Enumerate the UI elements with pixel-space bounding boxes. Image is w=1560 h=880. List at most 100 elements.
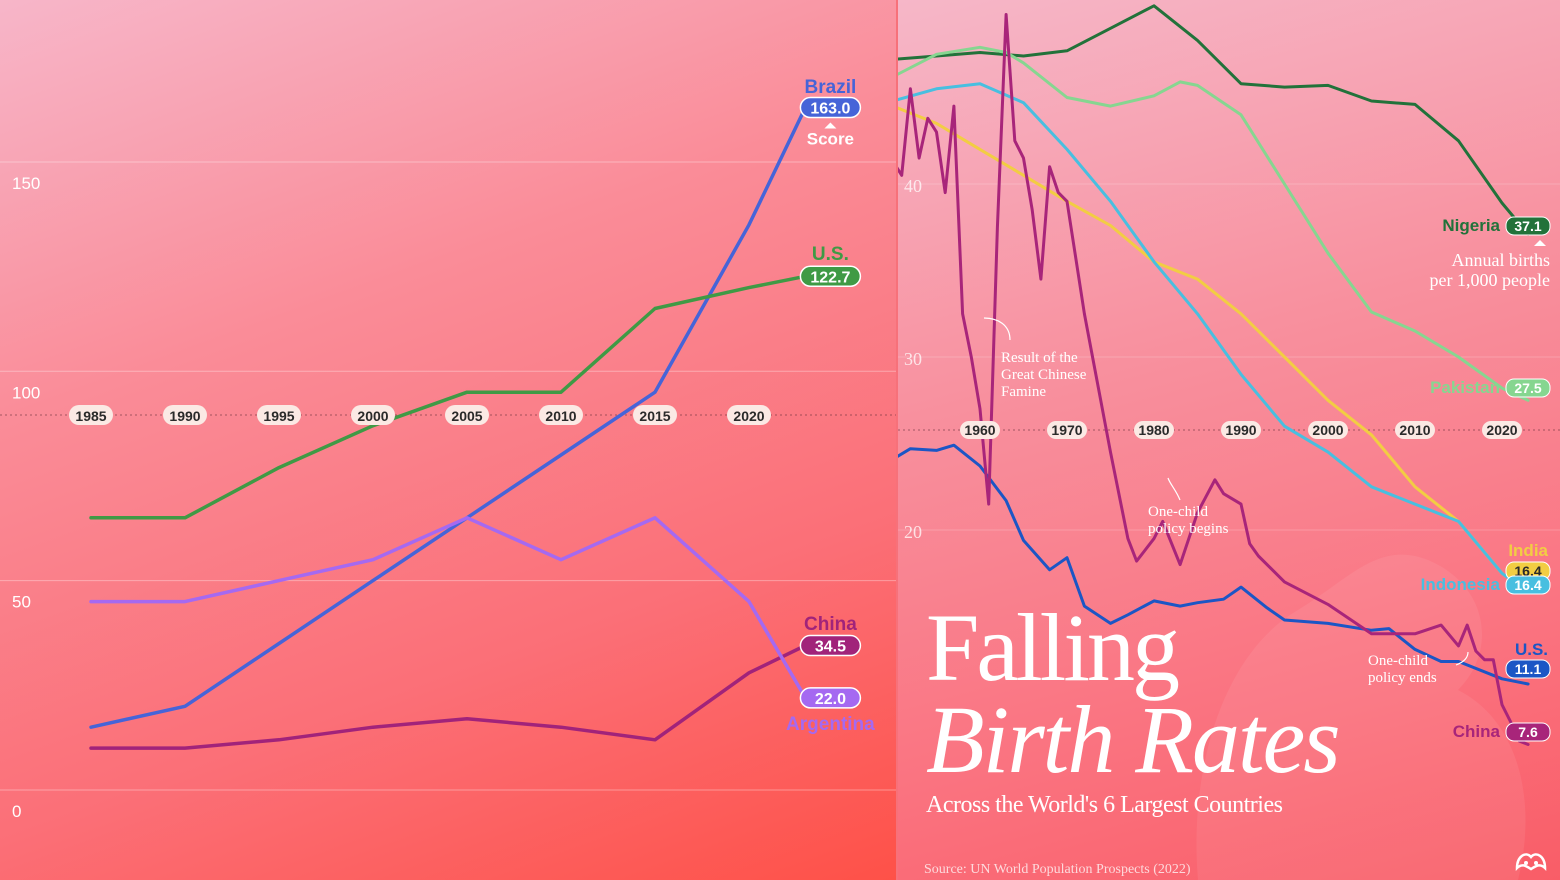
annotation-line: Result of the <box>1001 350 1078 366</box>
end-label-china: 34.5 China <box>799 614 862 657</box>
x-tick-label: 2020 <box>733 408 764 424</box>
x-tick-label: 2020 <box>1486 422 1517 438</box>
end-value: 27.5 <box>1514 380 1541 396</box>
x-tick-label: 2000 <box>357 408 388 424</box>
end-label-u-s: 11.1 U.S. <box>1505 640 1551 679</box>
end-value: 122.7 <box>810 269 850 286</box>
y-tick-label: 100 <box>12 383 40 402</box>
end-label-brazil: 163.0 Brazil Score <box>799 77 862 149</box>
series-name: Nigeria <box>1442 216 1500 235</box>
x-tick-1990: 1990 <box>1221 421 1261 439</box>
axis-unit-label: Score <box>807 130 854 149</box>
series-line-pakistan <box>898 45 1530 402</box>
x-tick-label: 1980 <box>1138 422 1169 438</box>
chart-title-line-2: Birth Rates <box>926 686 1341 793</box>
end-value-pill <box>799 687 862 709</box>
x-tick-pill <box>257 405 301 425</box>
annotation-line: One-child <box>1368 653 1428 669</box>
x-tick-2015: 2015 <box>633 405 677 425</box>
x-tick-1980: 1980 <box>1134 421 1174 439</box>
background-silhouette <box>1196 554 1526 880</box>
x-tick-label: 1970 <box>1051 422 1082 438</box>
end-value-pill <box>1505 378 1551 398</box>
annotation-line: Famine <box>1001 384 1046 400</box>
x-tick-label: 2015 <box>639 408 670 424</box>
end-label-india: 16.4 India <box>1505 541 1551 581</box>
up-arrow-icon <box>824 122 837 129</box>
y-tick-label: 50 <box>12 593 31 612</box>
x-tick-2010: 2010 <box>1395 421 1435 439</box>
x-tick-2000: 2000 <box>1308 421 1348 439</box>
end-value: 16.4 <box>1514 563 1541 579</box>
x-tick-pill <box>539 405 583 425</box>
left-chart-panel: 150 100 50 0 1985 1990 1995 2000 2005 2010 2015 202… <box>0 0 896 880</box>
x-tick-label: 1990 <box>1225 422 1256 438</box>
x-tick-pill <box>351 405 395 425</box>
x-tick-pill <box>960 421 1000 439</box>
x-tick-2005: 2005 <box>445 405 489 425</box>
x-tick-1960: 1960 <box>960 421 1000 439</box>
end-label-china: 7.6 China <box>1453 722 1551 742</box>
x-tick-label: 1995 <box>263 408 294 424</box>
x-tick-label: 2010 <box>545 408 576 424</box>
series-line-u-s <box>89 274 808 520</box>
end-value: 11.1 <box>1515 661 1542 677</box>
series-name: Argentina <box>786 714 875 735</box>
chart-title-line-1: Falling <box>926 594 1180 701</box>
end-value: 7.6 <box>1518 724 1538 740</box>
end-label-argentina: 22.0 Argentina <box>786 687 875 735</box>
end-value: 22.0 <box>815 691 846 708</box>
y-tick-label: 20 <box>904 522 922 542</box>
x-tick-1990: 1990 <box>163 405 207 425</box>
y-tick-label: 150 <box>12 174 40 193</box>
x-tick-1970: 1970 <box>1047 421 1087 439</box>
x-tick-2020: 2020 <box>1482 421 1522 439</box>
series-name: U.S. <box>1515 640 1548 659</box>
end-label-indonesia: 16.4 Indonesia <box>1421 575 1551 595</box>
x-tick-1985: 1985 <box>69 405 113 425</box>
arrow-icon <box>1455 651 1469 666</box>
x-tick-label: 2000 <box>1312 422 1343 438</box>
right-line-chart: 40 30 20 1960 1970 1980 1990 2000 2010 2020 37.1 Ni… <box>898 4 1560 880</box>
right-chart-panel: 40 30 20 1960 1970 1980 1990 2000 2010 2020 37.1 Ni… <box>898 0 1560 880</box>
series-name: Brazil <box>805 77 857 98</box>
x-tick-label: 1985 <box>75 408 106 424</box>
series-line-china <box>89 643 808 750</box>
series-line-nigeria <box>898 4 1530 236</box>
x-tick-pill <box>727 405 771 425</box>
x-tick-label: 1990 <box>169 408 200 424</box>
end-value-pill <box>1505 659 1551 679</box>
chart-subtitle: Across the World's 6 Largest Countries <box>926 792 1283 818</box>
x-tick-label: 2010 <box>1399 422 1430 438</box>
x-tick-2000: 2000 <box>351 405 395 425</box>
series-name: China <box>1453 722 1501 741</box>
source-note: Source: UN World Population Prospects (2… <box>924 862 1191 877</box>
x-tick-pill <box>633 405 677 425</box>
y-tick-label: 0 <box>12 802 21 821</box>
annotation-line: policy ends <box>1368 670 1437 686</box>
x-tick-pill <box>1395 421 1435 439</box>
end-value-pill <box>1505 575 1551 595</box>
end-value-pill <box>1505 722 1551 742</box>
end-value-pill <box>799 265 862 288</box>
end-value-pill <box>799 96 862 119</box>
x-tick-pill <box>163 405 207 425</box>
x-tick-pill <box>1047 421 1087 439</box>
brand-logo-icon <box>1515 853 1547 872</box>
left-line-chart: 150 100 50 0 1985 1990 1995 2000 2005 2010 2015 202… <box>0 77 896 821</box>
end-value-pill <box>799 634 862 657</box>
series-name: U.S. <box>812 244 849 265</box>
end-label-nigeria: 37.1 Nigeria <box>1442 216 1551 236</box>
annotation-line: Great Chinese <box>1001 367 1087 383</box>
x-tick-pill <box>1134 421 1174 439</box>
series-name: China <box>804 614 857 635</box>
end-value: 16.4 <box>1514 577 1541 593</box>
series-name: Pakistan <box>1430 378 1500 397</box>
unit-label-line-2: per 1,000 people <box>1430 270 1550 290</box>
arrow-icon <box>983 317 1011 341</box>
end-value-pill <box>1505 216 1551 236</box>
x-tick-label: 2005 <box>451 408 482 424</box>
